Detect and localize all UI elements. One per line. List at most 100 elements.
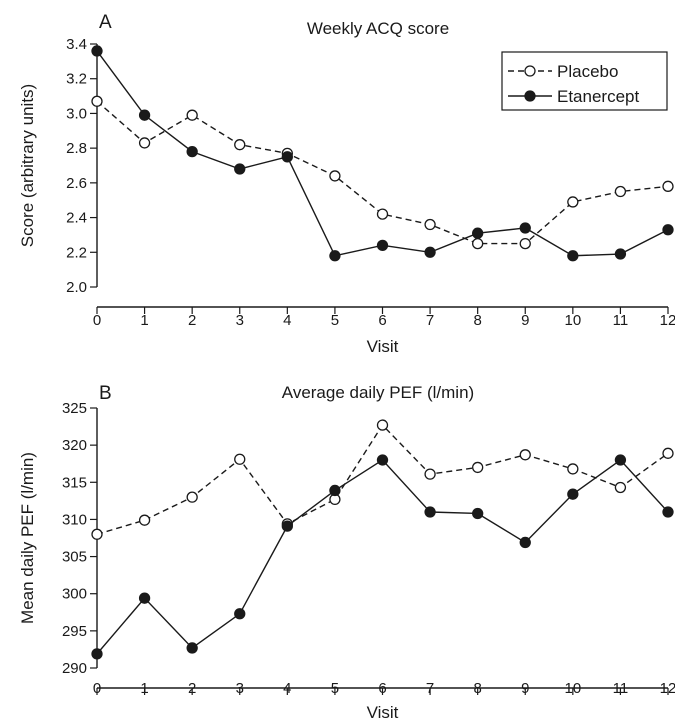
x-tick-label: 11 xyxy=(613,680,629,697)
data-point-etanercept xyxy=(329,250,341,262)
data-point-placebo xyxy=(329,170,341,182)
legend-label-placebo: Placebo xyxy=(557,62,618,81)
x-tick-label: 3 xyxy=(236,680,244,697)
data-point-placebo xyxy=(376,208,389,220)
data-point-placebo xyxy=(424,468,436,480)
data-point-placebo xyxy=(138,137,151,149)
data-point-placebo xyxy=(614,481,627,494)
data-point-etanercept xyxy=(376,454,389,466)
y-tick-label: 295 xyxy=(62,623,87,640)
y-tick-label: 300 xyxy=(62,586,87,603)
y-tick-label: 325 xyxy=(62,400,87,417)
panel-letter: A xyxy=(99,12,112,33)
panel-letter: B xyxy=(99,383,112,404)
data-point-etanercept xyxy=(281,520,293,532)
data-point-placebo xyxy=(614,185,627,198)
series-line-placebo xyxy=(96,423,669,535)
data-point-placebo xyxy=(519,449,531,461)
x-tick-label: 0 xyxy=(93,312,101,329)
x-tick-label: 0 xyxy=(93,680,101,697)
data-point-etanercept xyxy=(186,642,198,654)
data-point-etanercept xyxy=(91,45,103,57)
x-tick-label: 8 xyxy=(473,680,481,697)
chart-title: Weekly ACQ score xyxy=(307,19,449,38)
x-axis-label: Visit xyxy=(367,703,399,721)
x-tick-label: 10 xyxy=(564,312,581,329)
data-point-etanercept xyxy=(567,488,579,500)
data-point-placebo xyxy=(234,139,246,151)
x-tick-label: 5 xyxy=(331,312,339,329)
data-point-placebo xyxy=(91,95,103,107)
x-tick-label: 11 xyxy=(613,312,629,329)
chart-panel-a: A Weekly ACQ score 2.0 2.2 2.4 2.6 2.8 3.0 3.2 3.… xyxy=(18,12,675,356)
data-point-placebo xyxy=(138,514,151,526)
y-tick-label: 2.4 xyxy=(66,210,87,227)
data-point-placebo xyxy=(662,180,674,192)
data-point-placebo xyxy=(424,218,436,231)
x-tick-label: 6 xyxy=(378,680,386,697)
data-point-etanercept xyxy=(138,109,151,121)
y-tick-label: 2.2 xyxy=(66,244,87,261)
data-point-etanercept xyxy=(376,239,389,251)
x-tick-label: 7 xyxy=(426,680,434,697)
data-point-placebo xyxy=(662,447,674,459)
data-point-placebo xyxy=(567,196,579,208)
x-tick-label: 10 xyxy=(564,680,581,697)
x-tick-label: 1 xyxy=(140,312,148,329)
data-point-placebo xyxy=(472,461,484,474)
x-tick-label: 6 xyxy=(378,312,386,329)
data-point-etanercept xyxy=(614,248,627,260)
series-etanercept xyxy=(91,45,674,262)
data-point-etanercept xyxy=(91,648,103,660)
data-point-etanercept xyxy=(234,163,246,175)
data-point-etanercept xyxy=(424,246,436,258)
data-point-etanercept xyxy=(472,227,484,239)
x-tick-label: 2 xyxy=(188,312,196,329)
x-tick-label: 2 xyxy=(188,680,196,697)
y-tick-label: 305 xyxy=(62,549,87,566)
y-tick-label: 3.0 xyxy=(66,105,87,122)
data-point-etanercept xyxy=(472,507,484,520)
data-point-etanercept xyxy=(281,151,293,163)
data-point-placebo xyxy=(234,453,246,465)
series-placebo xyxy=(91,95,674,250)
x-tick-label: 3 xyxy=(236,312,244,329)
series-line-etanercept xyxy=(96,459,669,655)
chart-panel-b: B Average daily PEF (l/min)29029530030531… xyxy=(18,383,675,721)
x-tick-label: 12 xyxy=(660,680,675,697)
x-tick-label: 9 xyxy=(521,312,529,329)
data-point-etanercept xyxy=(329,484,341,497)
data-point-placebo xyxy=(376,419,389,431)
y-axis-label: Score (arbitrary units) xyxy=(18,84,37,247)
data-point-etanercept xyxy=(519,536,531,549)
y-tick-label: 3.2 xyxy=(66,71,87,88)
legend-marker-etanercept xyxy=(524,90,536,102)
data-point-etanercept xyxy=(186,145,198,158)
y-tick-label: 315 xyxy=(62,474,87,491)
data-point-etanercept xyxy=(424,506,436,518)
x-tick-label: 1 xyxy=(140,680,148,697)
x-tick-label: 4 xyxy=(283,680,291,697)
y-tick-label: 2.0 xyxy=(66,279,87,296)
series-line-placebo xyxy=(96,100,669,245)
x-tick-label: 4 xyxy=(283,312,291,329)
x-tick-label: 8 xyxy=(473,312,481,329)
series-etanercept xyxy=(91,454,674,660)
x-tick-label: 5 xyxy=(331,680,339,697)
x-tick-label: 12 xyxy=(660,312,675,329)
data-point-etanercept xyxy=(138,592,151,604)
data-point-etanercept xyxy=(234,608,246,620)
y-tick-label: 290 xyxy=(62,660,87,677)
x-tick-label: 7 xyxy=(426,312,434,329)
data-point-placebo xyxy=(186,491,198,503)
y-tick-label: 3.4 xyxy=(66,36,87,53)
y-tick-label: 2.8 xyxy=(66,140,87,157)
data-point-placebo xyxy=(186,109,198,121)
legend-marker-placebo xyxy=(524,65,536,77)
data-point-placebo xyxy=(519,237,531,250)
data-point-etanercept xyxy=(662,506,674,518)
data-point-placebo xyxy=(472,237,484,250)
data-point-etanercept xyxy=(519,222,531,234)
y-tick-label: 320 xyxy=(62,437,87,454)
